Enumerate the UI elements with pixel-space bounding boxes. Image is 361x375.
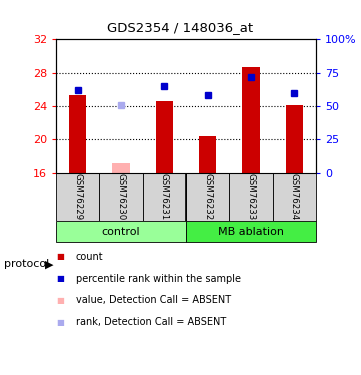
FancyBboxPatch shape xyxy=(273,173,316,221)
Text: GSM76233: GSM76233 xyxy=(247,173,255,220)
Text: GDS2354 / 148036_at: GDS2354 / 148036_at xyxy=(108,21,253,34)
Text: MB ablation: MB ablation xyxy=(218,226,284,237)
Text: ■: ■ xyxy=(56,274,64,283)
Text: rank, Detection Call = ABSENT: rank, Detection Call = ABSENT xyxy=(76,317,226,327)
FancyBboxPatch shape xyxy=(229,173,273,221)
FancyBboxPatch shape xyxy=(56,173,99,221)
Bar xyxy=(286,105,303,173)
Text: protocol: protocol xyxy=(4,260,49,269)
Text: control: control xyxy=(102,226,140,237)
FancyBboxPatch shape xyxy=(186,173,229,221)
FancyBboxPatch shape xyxy=(99,173,143,221)
Bar xyxy=(156,101,173,173)
Text: value, Detection Call = ABSENT: value, Detection Call = ABSENT xyxy=(76,296,231,305)
Text: count: count xyxy=(76,252,104,262)
Bar xyxy=(242,67,260,173)
FancyBboxPatch shape xyxy=(186,221,316,242)
Text: GSM76230: GSM76230 xyxy=(117,173,125,220)
Text: percentile rank within the sample: percentile rank within the sample xyxy=(76,274,241,284)
Text: GSM76231: GSM76231 xyxy=(160,173,169,220)
Bar xyxy=(69,95,86,173)
Bar xyxy=(112,163,130,173)
FancyBboxPatch shape xyxy=(56,221,186,242)
Text: ■: ■ xyxy=(56,252,64,261)
Text: ■: ■ xyxy=(56,296,64,305)
Text: ■: ■ xyxy=(56,318,64,327)
Text: ▶: ▶ xyxy=(44,260,53,269)
Bar xyxy=(199,136,216,173)
Text: GSM76234: GSM76234 xyxy=(290,173,299,220)
Text: GSM76229: GSM76229 xyxy=(73,174,82,220)
Text: GSM76232: GSM76232 xyxy=(203,173,212,220)
FancyBboxPatch shape xyxy=(143,173,186,221)
